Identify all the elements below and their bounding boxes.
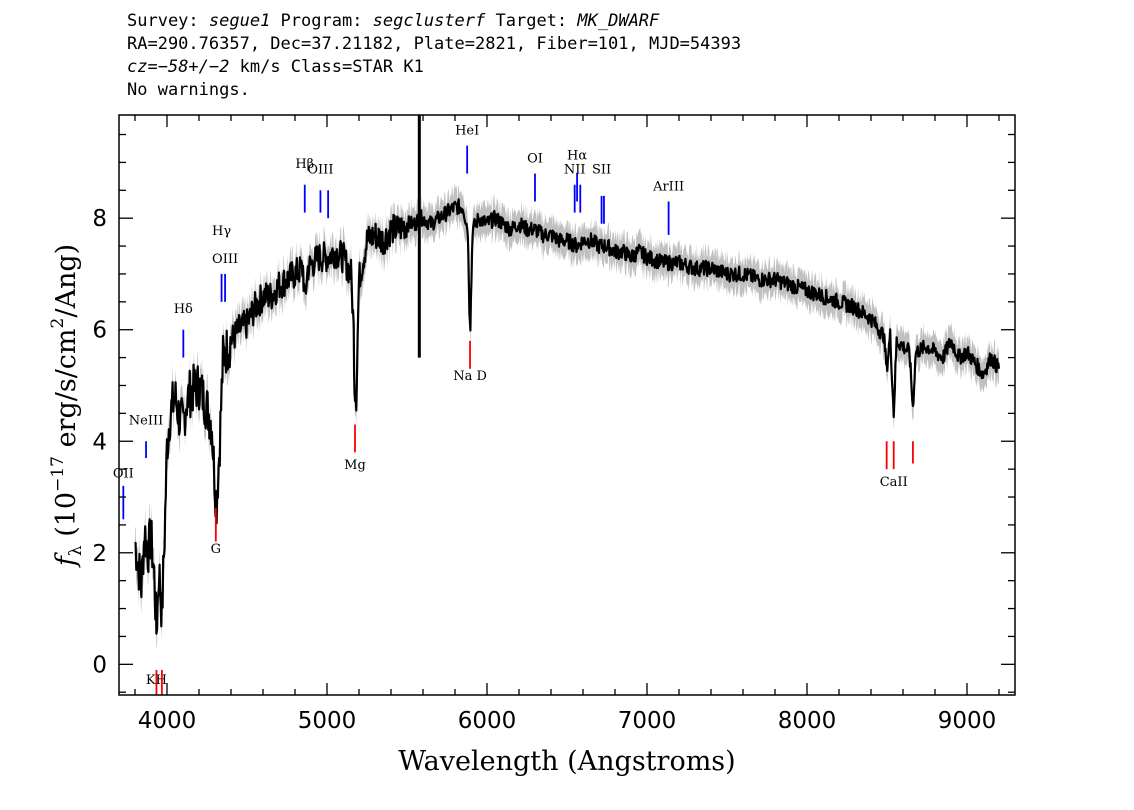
spectrum-line — [134, 198, 1001, 635]
target-prefix: Target: — [485, 11, 578, 31]
header-line-4: No warnings. — [127, 80, 250, 100]
program-prefix: Program: — [270, 11, 373, 31]
survey-prefix: Survey: — [127, 11, 209, 31]
y-tick-label: 6 — [92, 318, 107, 344]
cz-label: cz — [127, 57, 148, 77]
emission-line-label: Hα — [567, 149, 587, 164]
class-text: km/s Class=STAR K1 — [229, 57, 424, 77]
y-axis-text2: erg/s/cm — [51, 328, 82, 456]
y-axis-f: f — [51, 552, 82, 568]
emission-line-label: Hδ — [174, 302, 193, 317]
emission-line-label: OI — [527, 151, 543, 166]
emission-line-label: ArIII — [652, 179, 684, 194]
cz-value: =−58+/−2 — [147, 57, 230, 77]
x-tick-label: 4000 — [138, 708, 197, 734]
y-tick-label: 2 — [92, 541, 107, 567]
emission-line-label: NeIII — [129, 414, 163, 429]
y-axis-sub: λ — [66, 545, 86, 556]
x-tick-label: 9000 — [938, 708, 997, 734]
emission-line-label: OIII — [212, 252, 238, 267]
absorption-line-label: CaII — [880, 475, 908, 490]
x-axis-title: Wavelength (Angstroms) — [398, 746, 735, 777]
emission-line-label: SII — [592, 163, 611, 178]
error-band — [135, 183, 999, 649]
emission-line-label: Hγ — [212, 224, 231, 239]
y-tick-label: 4 — [92, 429, 107, 455]
x-tick-label: 8000 — [778, 708, 837, 734]
program-value: segclusterf — [372, 11, 486, 31]
y-axis-title: fλ (10−17 erg/s/cm2/Ang) — [48, 244, 86, 568]
header-line-2: RA=290.76357, Dec=37.21182, Plate=2821, … — [127, 34, 742, 54]
absorption-line-label: Mg — [344, 458, 366, 473]
absorption-line-label: G — [211, 542, 221, 557]
emission-line-label: OIII — [307, 163, 333, 178]
y-tick-label: 0 — [92, 652, 107, 678]
plot-frame — [118, 114, 1016, 696]
tick-layer: 4000 5000 6000 7000 8000 9000 0 2 4 6 8 — [92, 115, 1015, 734]
y-axis-text3: /Ang) — [51, 244, 82, 318]
plot-layer: OIINeIIIHδHγOIIIHβOIIIHeIOINIIHαSIIArIII… — [113, 115, 1001, 695]
target-value: MK_DWARF — [577, 11, 660, 31]
y-axis-exp2: 2 — [48, 318, 68, 329]
header-line-1: Survey: segue1 Program: segclusterf Targ… — [127, 10, 741, 33]
absorption-line-label: KH — [146, 673, 167, 688]
emission-line-label: Hβ — [295, 157, 314, 172]
absorption-line-label: Na D — [453, 369, 487, 384]
x-tick-label: 6000 — [458, 708, 517, 734]
emission-line-label: HeI — [455, 124, 479, 139]
y-tick-label: 8 — [92, 206, 107, 232]
x-tick-label: 5000 — [298, 708, 357, 734]
spectrum-header: Survey: segue1 Program: segclusterf Targ… — [127, 10, 741, 102]
emission-line-label: OII — [113, 467, 134, 482]
header-line-3: cz=−58+/−2 km/s Class=STAR K1 — [127, 56, 741, 79]
emission-line-label: NII — [564, 163, 586, 178]
y-axis-text: (10 — [51, 492, 82, 545]
x-tick-label: 7000 — [618, 708, 677, 734]
survey-value: segue1 — [208, 11, 271, 31]
y-axis-exp: −17 — [48, 456, 68, 492]
